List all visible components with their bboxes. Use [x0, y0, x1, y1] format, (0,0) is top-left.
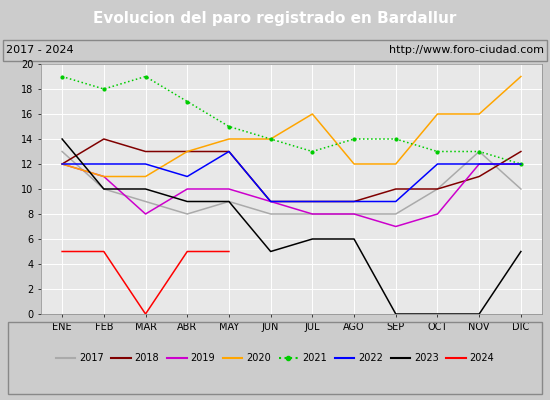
Legend: 2017, 2018, 2019, 2020, 2021, 2022, 2023, 2024: 2017, 2018, 2019, 2020, 2021, 2022, 2023…	[52, 349, 498, 367]
Text: 2017 - 2024: 2017 - 2024	[6, 45, 73, 55]
Text: http://www.foro-ciudad.com: http://www.foro-ciudad.com	[389, 45, 544, 55]
Text: Evolucion del paro registrado en Bardallur: Evolucion del paro registrado en Bardall…	[94, 12, 456, 26]
